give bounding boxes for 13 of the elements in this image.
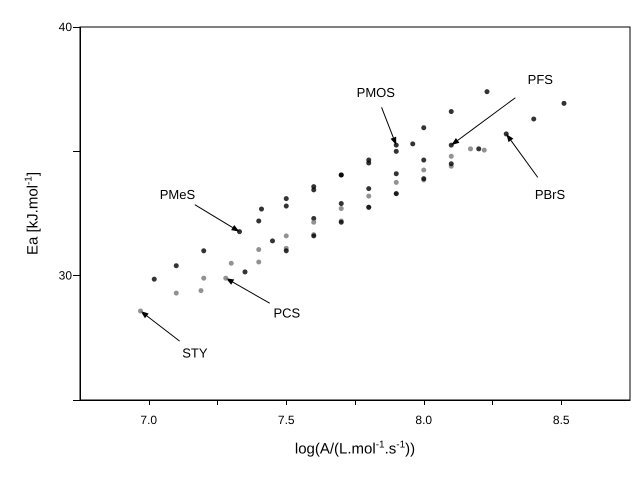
annotation: PBrS (534, 186, 566, 202)
annotation: STY (182, 345, 208, 360)
y-axis-title: Ea [kJ.mol-1] (24, 172, 42, 256)
annotation: PCS (273, 306, 300, 320)
x-tick-label: 8.0 (415, 413, 432, 427)
x-tick-label: 7.5 (278, 413, 295, 427)
y-tick-label: 40 (58, 20, 72, 34)
annotation: PMOS (356, 85, 396, 100)
x-tick-label: 7.0 (140, 413, 158, 427)
y-tick-label: 30 (58, 268, 72, 283)
annotation: PFS (528, 72, 554, 87)
annotation: PMeS (160, 186, 196, 202)
x-tick-label: 8.5 (552, 413, 570, 427)
